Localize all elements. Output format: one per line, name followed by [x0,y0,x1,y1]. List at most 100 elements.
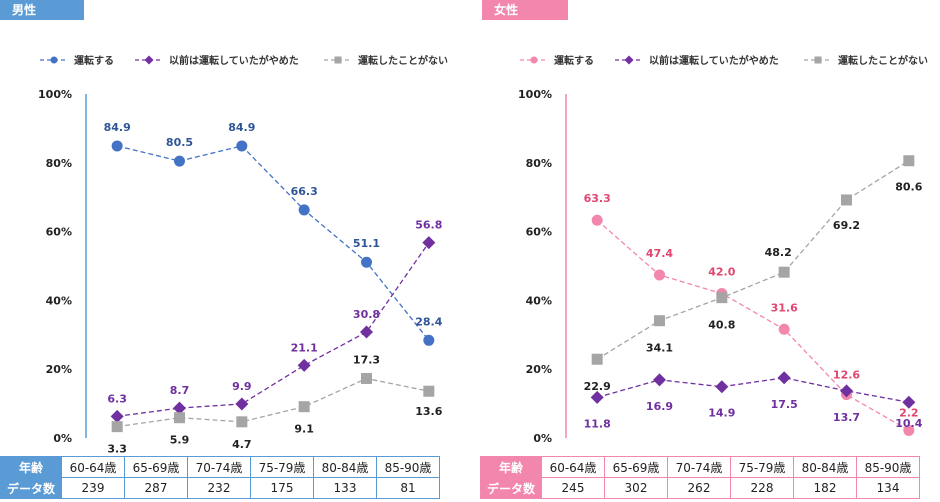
data-label: 34.1 [646,342,673,355]
data-point [654,269,665,281]
count-cell: 175 [250,477,314,499]
y-tick-label: 60% [46,226,72,239]
y-tick-label: 80% [526,157,552,170]
count-cell: 232 [187,477,251,499]
age-cell: 60-64歳 [541,456,605,478]
data-label: 63.3 [584,192,611,205]
data-label: 2.2 [899,406,919,419]
data-label: 22.9 [584,380,611,393]
data-label: 3.3 [107,443,127,456]
series-line [117,242,430,417]
data-label: 16.9 [646,400,673,413]
legend-marker [334,56,342,64]
data-label: 80.6 [895,181,922,194]
age-cell: 80-84歳 [313,456,377,478]
age-cell: 70-74歳 [187,456,251,478]
data-label: 8.7 [170,384,190,397]
data-point [590,390,604,404]
data-point [111,421,123,433]
data-label: 84.9 [104,121,131,134]
data-label: 17.5 [771,398,798,411]
data-point [361,256,372,268]
data-point [778,323,790,335]
y-tick-label: 40% [46,294,72,307]
count-cell: 262 [667,477,731,499]
age-cell: 75-79歳 [730,456,794,478]
male-panel: 男性 0% 20% 40% 60% 80% 100% 運転する 以前は運転していたがやめた 運転… [0,0,460,502]
data-point [298,401,310,413]
age-cell: 85-90歳 [376,456,440,478]
data-label: 47.4 [646,247,673,260]
series-line [596,377,909,403]
male-data-table: 年齢 60-64歳 65-69歳 70-74歳 75-79歳 80-84歳 85… [0,456,440,499]
data-label: 48.2 [765,246,792,259]
age-header: 年齢 [480,456,542,478]
data-point [173,401,186,415]
y-tick-label: 20% [46,363,72,376]
data-label: 13.6 [415,405,442,418]
data-label: 40.8 [708,319,735,332]
age-cell: 85-90歳 [856,456,920,478]
data-label: 42.0 [708,266,735,279]
data-label: 9.9 [232,380,252,393]
legend-label: 運転する [74,54,114,67]
data-label: 80.5 [166,136,193,149]
panel-title: 男性 [0,0,84,20]
data-label: 14.9 [708,407,735,420]
count-cell: 182 [793,477,857,499]
data-label: 84.9 [228,121,255,134]
data-point [653,373,666,387]
data-point [591,353,603,365]
data-point [777,371,791,385]
age-row: 年齢 60-64歳 65-69歳 70-74歳 75-79歳 80-84歳 85… [480,456,920,478]
data-point [654,315,665,327]
count-cell: 133 [313,477,377,499]
data-point [902,395,916,409]
count-cell: 302 [604,477,668,499]
legend-label: 以前は運転していたがやめた [169,54,299,67]
data-label: 10.4 [895,417,922,430]
legend-label: 運転したことがない [358,54,448,67]
data-label: 13.7 [833,411,860,424]
count-cell: 134 [856,477,920,499]
data-point [236,140,248,152]
legend-marker [530,56,538,64]
data-label: 28.4 [415,315,442,328]
data-label: 66.3 [291,185,318,198]
count-cell: 239 [61,477,125,499]
data-point [423,334,435,346]
legend-label: 以前は運転していたがやめた [649,54,779,67]
data-point [716,292,728,304]
data-point [174,155,185,167]
data-label: 31.6 [771,301,798,314]
count-cell: 81 [376,477,440,499]
data-label: 51.1 [353,237,380,250]
data-point [298,204,310,216]
data-point [423,385,435,397]
series-line [117,377,429,428]
y-tick-label: 100% [518,88,552,101]
data-point [903,155,915,167]
y-tick-label: 0% [533,432,552,445]
data-label: 5.9 [170,434,190,447]
female-chart: 0% 20% 40% 60% 80% 100% 運転する 以前は運転していたがやめた 運転したこ… [518,54,928,445]
age-cell: 70-74歳 [667,456,731,478]
count-row: データ数 245 302 262 228 182 134 [480,477,920,499]
data-label: 69.2 [833,219,860,232]
data-label: 9.1 [294,423,314,436]
age-cell: 65-69歳 [604,456,668,478]
y-tick-label: 100% [38,88,72,101]
female-data-table: 年齢 60-64歳 65-69歳 70-74歳 75-79歳 80-84歳 85… [480,456,920,499]
data-point [903,424,915,436]
series-line [596,160,910,360]
data-point [297,358,311,372]
age-cell: 75-79歳 [250,456,314,478]
age-cell: 65-69歳 [124,456,188,478]
data-label: 21.1 [291,341,318,354]
legend-marker [50,56,58,64]
count-cell: 287 [124,477,188,499]
y-tick-label: 40% [526,294,552,307]
data-label: 12.6 [833,369,860,382]
data-point [422,236,436,250]
series-line [596,219,910,431]
